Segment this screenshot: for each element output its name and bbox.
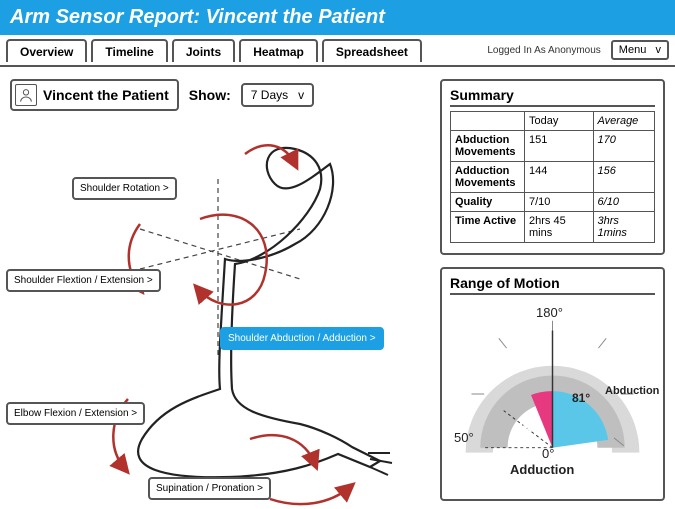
diagram-panel: Vincent the Patient Show: 7 Days v	[10, 79, 428, 509]
row-today: 144	[525, 162, 594, 193]
label-shoulder-rotation[interactable]: Shoulder Rotation >	[72, 177, 177, 200]
table-row: Time Active2hrs 45 mins3hrs 1mins	[451, 212, 655, 243]
row-today: 7/10	[525, 193, 594, 212]
rom-adduction-value: 22°	[520, 419, 538, 433]
rom-panel: Range of Motion	[440, 267, 665, 501]
chevron-down-icon: v	[298, 88, 304, 102]
table-header-row: Today Average	[451, 112, 655, 131]
rom-abduction-value: 81°	[572, 391, 590, 405]
label-shoulder-abduction[interactable]: Shoulder Abduction / Adduction >	[220, 327, 384, 350]
login-status: Logged In As Anonymous	[487, 45, 600, 56]
rom-abduction-label: Abduction	[605, 385, 655, 397]
row-label: Abduction Movements	[451, 131, 525, 162]
page-title: Arm Sensor Report: Vincent the Patient	[10, 6, 385, 28]
patient-name: Vincent the Patient	[43, 87, 169, 103]
tab-heatmap[interactable]: Heatmap	[239, 39, 318, 62]
page-header: Arm Sensor Report: Vincent the Patient	[0, 0, 675, 35]
tab-bar: Overview Timeline Joints Heatmap Spreads…	[0, 35, 675, 67]
time-range-dropdown[interactable]: 7 Days v	[241, 83, 314, 107]
rom-title: Range of Motion	[450, 275, 655, 295]
col-average: Average	[593, 112, 654, 131]
tab-overview[interactable]: Overview	[6, 39, 87, 62]
table-row: Abduction Movements151170	[451, 131, 655, 162]
col-blank	[451, 112, 525, 131]
summary-table: Today Average Abduction Movements151170A…	[450, 111, 655, 243]
row-average: 3hrs 1mins	[593, 212, 654, 243]
rom-180: 180°	[536, 305, 563, 320]
summary-title: Summary	[450, 87, 655, 107]
avatar-icon	[15, 84, 37, 106]
rom-gauge: 180° 50° 0° Adduction Abduction 22° 81°	[450, 299, 655, 489]
tab-timeline[interactable]: Timeline	[91, 39, 167, 62]
row-label: Time Active	[451, 212, 525, 243]
rom-50: 50°	[454, 430, 474, 445]
row-average: 156	[593, 162, 654, 193]
table-row: Adduction Movements144156	[451, 162, 655, 193]
row-average: 170	[593, 131, 654, 162]
row-label: Adduction Movements	[451, 162, 525, 193]
time-range-value: 7 Days	[251, 88, 288, 102]
row-today: 151	[525, 131, 594, 162]
table-row: Quality7/106/10	[451, 193, 655, 212]
show-label: Show:	[189, 87, 231, 103]
row-average: 6/10	[593, 193, 654, 212]
col-today: Today	[525, 112, 594, 131]
chevron-down-icon: v	[656, 44, 662, 56]
arm-diagram: Shoulder Rotation > Shoulder Flextion / …	[10, 119, 428, 489]
row-label: Quality	[451, 193, 525, 212]
patient-selector[interactable]: Vincent the Patient	[10, 79, 179, 111]
label-supination[interactable]: Supination / Pronation >	[148, 477, 271, 500]
summary-panel: Summary Today Average Abduction Movement…	[440, 79, 665, 255]
menu-label: Menu	[619, 44, 647, 56]
tab-joints[interactable]: Joints	[172, 39, 235, 62]
row-today: 2hrs 45 mins	[525, 212, 594, 243]
rom-adduction-label: Adduction	[510, 462, 574, 477]
menu-dropdown[interactable]: Menu v	[611, 40, 669, 60]
label-shoulder-flexion[interactable]: Shoulder Flextion / Extension >	[6, 269, 161, 292]
label-elbow-flexion[interactable]: Elbow Flexion / Extension >	[6, 402, 145, 425]
rom-0: 0°	[542, 446, 554, 461]
tab-spreadsheet[interactable]: Spreadsheet	[322, 39, 422, 62]
